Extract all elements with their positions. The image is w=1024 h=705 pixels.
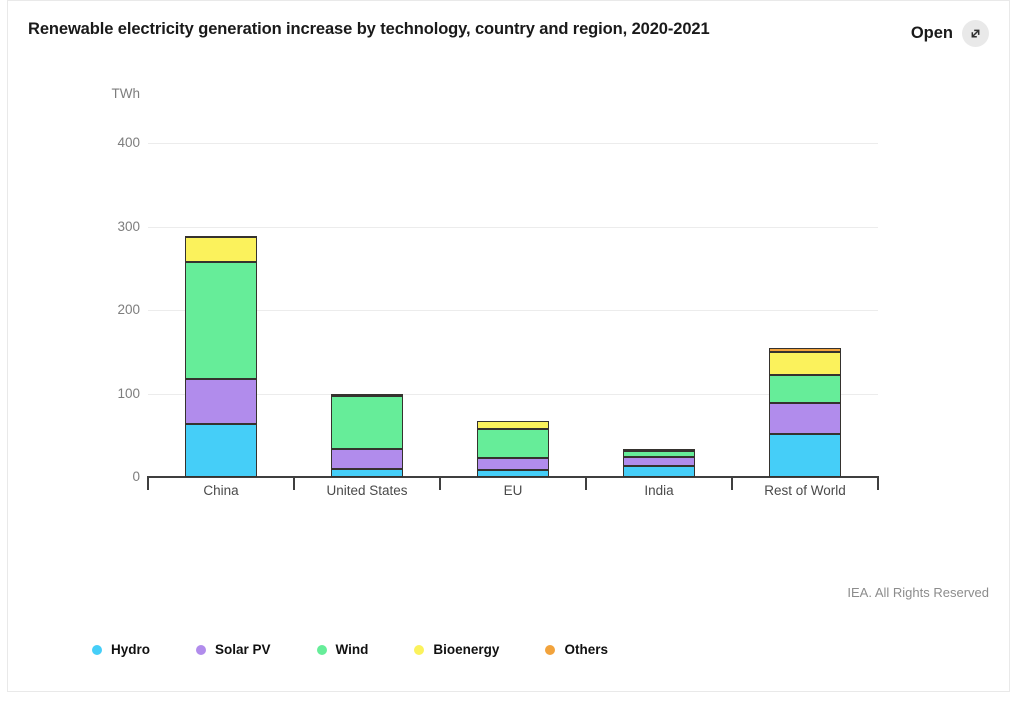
stacked-bar-chart: TWh 0 100 200 300 400 China United States EU Indi…: [8, 1, 1009, 693]
y-tick-label-300: 300: [117, 218, 140, 234]
legend-item-hydro[interactable]: Hydro: [92, 642, 150, 657]
y-tick-label-400: 400: [117, 135, 140, 150]
legend-label-bioenergy: Bioenergy: [433, 642, 500, 657]
chart-card: Renewable electricity generation increas…: [7, 0, 1010, 692]
bar-segment-solar-pv-china[interactable]: [185, 379, 257, 424]
legend-label-others: Others: [564, 642, 608, 657]
bar-segment-wind-india[interactable]: [623, 451, 695, 457]
bar-segment-wind-eu[interactable]: [477, 428, 549, 458]
legend-dot-others: [545, 644, 556, 655]
x-axis-tick: [731, 477, 733, 490]
chart-title: Renewable electricity generation increas…: [28, 20, 710, 38]
open-button-label: Open: [910, 24, 953, 42]
x-axis-tick: [877, 477, 879, 490]
bar-segment-bioenergy-rest-of-world[interactable]: [769, 351, 841, 376]
y-tick-label-0: 0: [132, 469, 140, 484]
bar-segment-hydro-india[interactable]: [623, 466, 695, 477]
legend-dot-hydro: [92, 644, 102, 655]
bar-segment-hydro-united-states[interactable]: [331, 468, 403, 477]
bar-segment-hydro-rest-of-world[interactable]: [769, 433, 841, 477]
bar-segment-solar-pv-united-states[interactable]: [331, 448, 403, 469]
x-category-label-united-states: United States: [326, 483, 408, 498]
bar-segment-hydro-china[interactable]: [185, 423, 257, 477]
bar-segment-wind-rest-of-world[interactable]: [769, 375, 841, 403]
chart-header: Renewable electricity generation increas…: [8, 1, 1009, 47]
legend-item-solar-pv[interactable]: Solar PV: [196, 642, 271, 657]
x-category-label-india: India: [644, 483, 674, 498]
y-axis-unit-label: TWh: [111, 86, 141, 101]
gridline-300: [148, 226, 878, 228]
y-tick-label-100: 100: [117, 385, 140, 401]
bar-segment-bioenergy-china[interactable]: [185, 237, 257, 262]
x-axis-tick: [147, 477, 149, 490]
y-tick-label-200: 200: [117, 302, 140, 317]
legend: Hydro Solar PV Wind Bioenergy Others: [92, 642, 608, 657]
bar-segment-bioenergy-united-states[interactable]: [331, 393, 403, 396]
bar-segment-bioenergy-india[interactable]: [623, 449, 695, 452]
bar-segment-others-china[interactable]: [185, 236, 257, 239]
x-axis-tick: [585, 477, 587, 490]
open-button[interactable]: Open: [911, 20, 989, 47]
expand-icon: [962, 20, 989, 47]
x-category-label-eu: EU: [503, 483, 523, 498]
x-axis-tick: [293, 477, 295, 490]
legend-dot-wind: [316, 644, 327, 655]
bar-segment-bioenergy-eu[interactable]: [477, 421, 549, 429]
copyright-text: IEA. All Rights Reserved: [847, 585, 989, 600]
bar-segment-solar-pv-rest-of-world[interactable]: [769, 402, 841, 434]
x-category-label-china: China: [203, 483, 239, 498]
legend-item-wind[interactable]: Wind: [316, 642, 369, 657]
legend-dot-solar-pv: [196, 644, 207, 655]
bar-segment-solar-pv-eu[interactable]: [477, 457, 549, 471]
gridline-200: [148, 310, 878, 311]
bar-segment-wind-united-states[interactable]: [331, 396, 403, 449]
bar-segment-solar-pv-india[interactable]: [623, 456, 695, 467]
legend-label-wind: Wind: [335, 642, 369, 657]
bar-segment-wind-china[interactable]: [185, 261, 257, 380]
bar-segment-hydro-eu[interactable]: [477, 470, 549, 477]
x-axis-tick: [439, 477, 441, 490]
legend-dot-bioenergy: [414, 644, 425, 655]
bar-segment-others-rest-of-world[interactable]: [769, 348, 841, 352]
legend-item-others[interactable]: Others: [545, 642, 608, 657]
legend-item-bioenergy[interactable]: Bioenergy: [414, 642, 499, 657]
x-axis-line: [147, 476, 879, 478]
x-category-label-rest-of-world: Rest of World: [764, 483, 846, 498]
legend-label-solar-pv: Solar PV: [215, 642, 271, 657]
gridline-100: [148, 393, 878, 395]
legend-label-hydro: Hydro: [111, 642, 151, 657]
gridline-400: [148, 143, 878, 144]
